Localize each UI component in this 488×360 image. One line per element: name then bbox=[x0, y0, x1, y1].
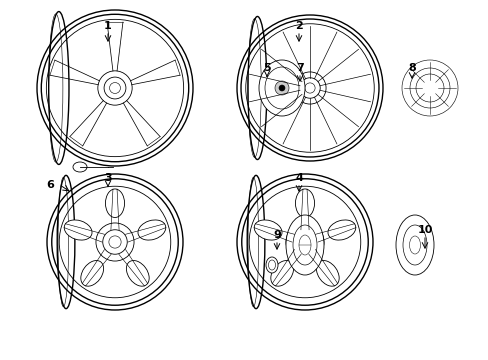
Text: 6: 6 bbox=[46, 180, 54, 190]
Ellipse shape bbox=[64, 220, 92, 240]
Ellipse shape bbox=[138, 220, 165, 240]
Text: 3: 3 bbox=[104, 173, 112, 183]
Text: 7: 7 bbox=[296, 63, 303, 73]
Text: 5: 5 bbox=[263, 63, 270, 73]
Ellipse shape bbox=[285, 215, 324, 275]
Text: 9: 9 bbox=[272, 230, 281, 240]
Ellipse shape bbox=[254, 220, 282, 240]
Ellipse shape bbox=[270, 261, 293, 286]
Ellipse shape bbox=[295, 189, 314, 217]
Circle shape bbox=[279, 85, 285, 91]
Text: 1: 1 bbox=[104, 21, 112, 31]
Ellipse shape bbox=[73, 162, 87, 172]
Text: 8: 8 bbox=[407, 63, 415, 73]
Ellipse shape bbox=[81, 261, 103, 286]
Ellipse shape bbox=[126, 261, 149, 286]
Circle shape bbox=[274, 81, 288, 95]
Text: 10: 10 bbox=[416, 225, 432, 235]
Ellipse shape bbox=[316, 261, 339, 286]
Text: 4: 4 bbox=[294, 173, 303, 183]
Ellipse shape bbox=[327, 220, 355, 240]
Ellipse shape bbox=[105, 189, 124, 217]
Ellipse shape bbox=[395, 215, 433, 275]
Ellipse shape bbox=[259, 60, 305, 116]
Ellipse shape bbox=[265, 257, 278, 273]
Text: 2: 2 bbox=[295, 21, 302, 31]
